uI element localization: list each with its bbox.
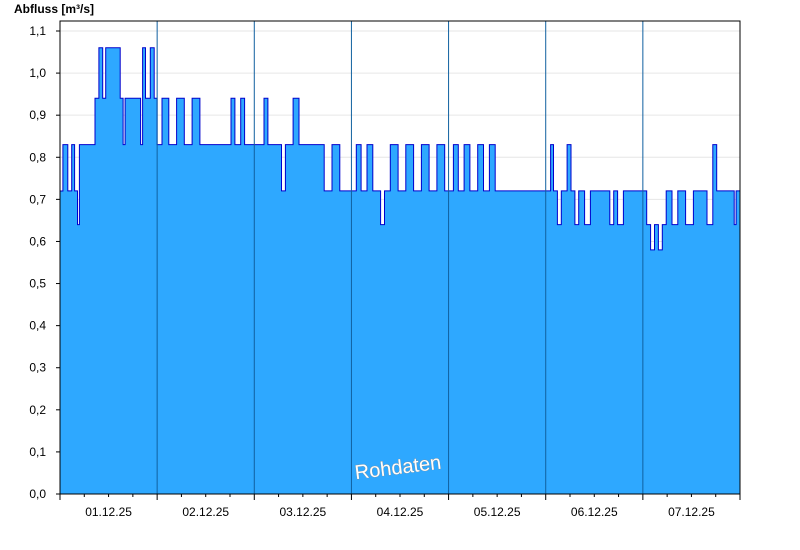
y-tick-label: 0,5 — [29, 277, 46, 291]
y-tick-label: 0,3 — [29, 361, 46, 375]
x-tick-label: 07.12.25 — [668, 505, 715, 519]
day-separator-lines — [156, 21, 644, 494]
x-tick-label: 02.12.25 — [182, 505, 229, 519]
series-area — [60, 47, 740, 495]
y-tick-label: 0,4 — [29, 319, 46, 333]
x-tick-label: 06.12.25 — [571, 505, 618, 519]
y-tick-label: 0,2 — [29, 403, 46, 417]
y-tick-label: 0,0 — [29, 487, 46, 501]
x-tick-label: 03.12.25 — [279, 505, 326, 519]
y-axis: 0,0 0,1 0,2 0,3 0,4 0,5 0,6 0,7 0,8 0,9 1,0 1,1 — [29, 24, 60, 501]
y-axis-title: Abfluss [m³/s] — [14, 2, 94, 16]
series-line — [60, 47, 740, 251]
y-tick-label: 0,1 — [29, 445, 46, 459]
y-tick-label: 0,8 — [29, 150, 46, 164]
y-tick-label: 0,7 — [29, 192, 46, 206]
x-tick-label: 01.12.25 — [85, 505, 132, 519]
y-tick-label: 1,0 — [29, 66, 46, 80]
series-area-fill — [60, 47, 740, 495]
x-tick-label: 05.12.25 — [474, 505, 521, 519]
y-tick-label: 0,9 — [29, 108, 46, 122]
y-tick-label: 0,6 — [29, 234, 46, 248]
y-tick-label: 1,1 — [29, 24, 46, 38]
x-tick-label: 04.12.25 — [377, 505, 424, 519]
x-axis: 01.12.25 02.12.25 03.12.25 04.12.25 05.12.25… — [59, 494, 741, 519]
